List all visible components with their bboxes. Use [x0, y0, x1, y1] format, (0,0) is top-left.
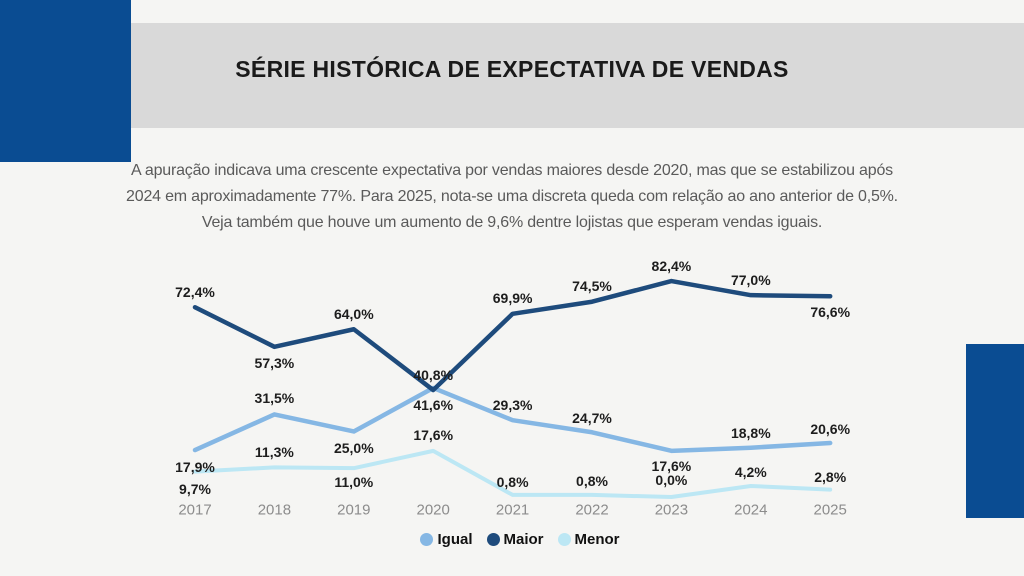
value-label-maior-2021: 69,9% [492, 289, 533, 306]
value-label-igual-2017: 17,9% [175, 459, 215, 476]
x-axis-label-2024: 2024 [734, 501, 768, 519]
legend-item-maior: Maior [486, 531, 544, 548]
value-label-igual-2025: 20,6% [810, 421, 851, 437]
value-label-maior-2023: 82,4% [651, 258, 692, 275]
value-label-maior-2018: 57,3% [254, 354, 295, 371]
x-axis-label-2023: 2023 [654, 501, 689, 519]
page-title: SÉRIE HISTÓRICA DE EXPECTATIVA DE VENDAS [235, 56, 789, 82]
description: A apuração indicava uma crescente expect… [0, 158, 1024, 236]
legend-dot-icon-igual [420, 533, 434, 546]
description-line-2: 2024 em aproximadamente 77%. Para 2025, … [126, 188, 898, 205]
value-label-maior-2017: 72,4% [175, 284, 215, 301]
sales-expectation-line-chart: 17,9% 31,5% 25,0% 41,6% 29,3% 24,7% 17,6% 18,8%… [130, 250, 910, 560]
legend-dot-icon-menor [557, 533, 571, 546]
value-label-menor-2023: 0,0% [655, 472, 688, 488]
description-line-3: Veja também que houve um aumento de 9,6%… [201, 214, 823, 231]
value-label-menor-2025: 2,8% [814, 468, 847, 485]
title-banner [131, 23, 1024, 128]
x-axis-label-2020: 2020 [416, 501, 450, 519]
series-line-maior [192, 278, 833, 393]
value-label-maior-2024: 77,0% [730, 272, 771, 289]
decor-rect-topleft [0, 0, 131, 162]
value-label-maior-2020: 40,8% [413, 367, 454, 384]
legend-dot-icon-maior [486, 533, 500, 546]
description-line-1: A apuração indicava uma crescente expect… [131, 162, 893, 179]
value-label-igual-2024: 18,8% [730, 424, 771, 441]
legend-label-maior: Maior [503, 531, 544, 548]
value-label-igual-2022: 24,7% [572, 410, 612, 427]
value-label-igual-2021: 29,3% [492, 397, 533, 414]
x-axis-label-2019: 2019 [337, 501, 371, 519]
value-label-igual-2023: 17,6% [651, 457, 692, 474]
value-label-igual-2018: 31,5% [254, 390, 295, 407]
value-label-maior-2025: 76,6% [810, 304, 851, 321]
legend-item-igual: Igual [420, 531, 473, 548]
value-label-maior-2019: 64,0% [333, 306, 374, 323]
series-line-menor [193, 448, 833, 499]
x-axis-label-2018: 2018 [257, 501, 292, 519]
x-axis-label-2017: 2017 [178, 501, 212, 519]
value-label-menor-2021: 0,8% [496, 473, 529, 490]
value-label-igual-2020: 41,6% [413, 396, 454, 413]
value-label-maior-2022: 74,5% [572, 277, 612, 294]
legend-label-igual: Igual [437, 531, 473, 548]
value-label-menor-2019: 11,0% [334, 474, 374, 491]
value-label-menor-2024: 4,2% [734, 463, 767, 480]
value-label-menor-2020: 17,6% [413, 426, 454, 443]
legend-label-menor: Menor [574, 531, 620, 548]
value-label-menor-2022: 0,8% [576, 472, 608, 489]
chart-canvas [192, 278, 833, 499]
chart-legend: Igual Maior Menor [130, 531, 910, 548]
x-axis-label-2022: 2022 [575, 501, 609, 519]
value-label-menor-2018: 11,3% [254, 444, 294, 461]
series-line-igual [192, 385, 833, 454]
x-axis-label-2021: 2021 [495, 501, 530, 519]
value-label-igual-2019: 25,0% [333, 440, 374, 457]
value-label-menor-2017: 9,7% [179, 480, 211, 497]
x-axis-label-2025: 2025 [813, 501, 847, 519]
legend-item-menor: Menor [557, 531, 620, 548]
decor-rect-right [966, 344, 1024, 518]
